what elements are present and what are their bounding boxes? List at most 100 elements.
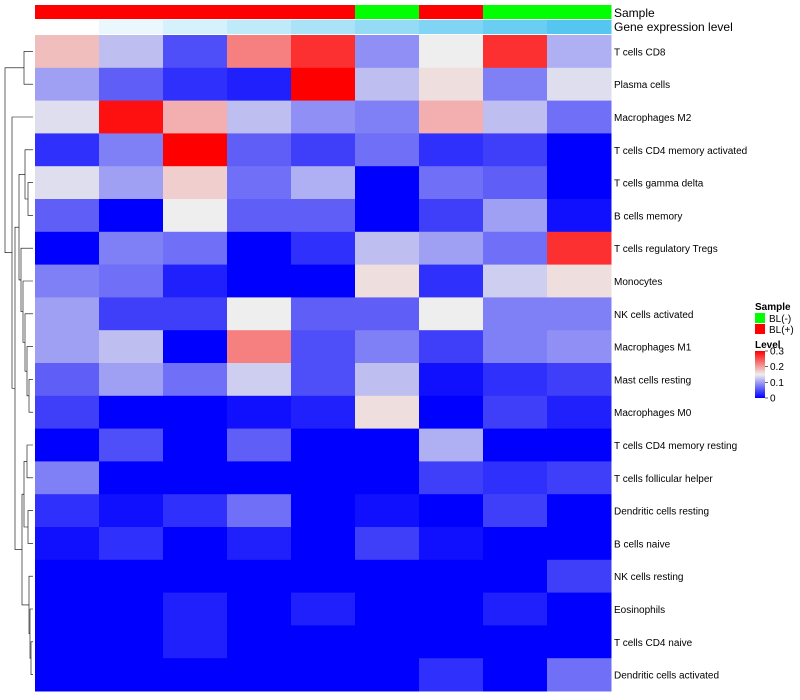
row-label: T cells CD4 naive [614, 638, 693, 649]
heatmap-cell [291, 35, 356, 69]
heatmap-cell [163, 166, 228, 200]
legend-level-colorbar [755, 351, 765, 398]
heatmap-cell [227, 658, 292, 692]
heatmap-cell [355, 297, 420, 331]
heatmap-cell [355, 395, 420, 430]
heatmap-cell [355, 330, 420, 364]
heatmap-cell [163, 592, 228, 626]
heatmap-cell [35, 231, 100, 266]
heatmap-cell [163, 297, 228, 331]
heatmap-cell [227, 559, 292, 594]
heatmap-cell [547, 67, 612, 102]
heatmap-cell [35, 100, 100, 134]
heatmap-cell [547, 330, 612, 364]
heatmap-cell [99, 166, 164, 200]
heatmap-cell [419, 625, 484, 659]
heatmap-cell [483, 592, 548, 626]
dendrogram-branch [23, 461, 28, 528]
legend-swatch-bl-pos [755, 324, 765, 334]
sample-annotation-cell [419, 5, 484, 19]
heatmap-cell [547, 625, 612, 659]
sample-annotation-cell [99, 5, 164, 19]
heatmap-cell [99, 35, 164, 69]
heatmap-cell [163, 395, 228, 430]
gene-expression-annotation-cell [291, 20, 356, 34]
heatmap-cell [483, 527, 548, 561]
heatmap-cell [291, 67, 356, 102]
dendrogram-branch [22, 280, 33, 343]
heatmap-cell [99, 231, 164, 266]
heatmap-cell [355, 100, 420, 134]
gene-expression-annotation-cell [35, 20, 100, 34]
heatmap-cell [99, 461, 164, 495]
row-label: T cells CD4 memory resting [614, 441, 737, 452]
heatmap-cell [227, 527, 292, 561]
dendrogram-branch [29, 608, 33, 659]
heatmap-cell [547, 461, 612, 495]
gene-expression-annotation-cell [99, 20, 164, 34]
heatmap-cell [483, 363, 548, 397]
heatmap-cell [227, 461, 292, 495]
heatmap-cells [35, 35, 612, 692]
dendrogram-branch [27, 510, 33, 544]
heatmap-cell [99, 658, 164, 692]
heatmap-cell [355, 35, 420, 69]
dendrogram-branch [18, 174, 25, 281]
heatmap-cell [355, 559, 420, 594]
heatmap-cell [355, 428, 420, 462]
heatmap-cell [483, 428, 548, 462]
heatmap-cell [291, 363, 356, 397]
dendrogram-branch [27, 182, 33, 216]
heatmap-cell [355, 592, 420, 626]
heatmap-cell [483, 199, 548, 233]
heatmap-cell [99, 199, 164, 233]
gene-expression-annotation-cell [227, 20, 292, 34]
heatmap-cell [547, 297, 612, 331]
dendrogram-branch [24, 313, 33, 372]
heatmap-cell [483, 35, 548, 69]
heatmap-cell [547, 35, 612, 69]
heatmap-cell [355, 527, 420, 561]
heatmap-cell [35, 330, 100, 364]
heatmap-cell [483, 559, 548, 594]
legend-label-bl-pos: BL(+) [769, 325, 794, 336]
gene-expression-annotation-label: Gene expression level [614, 20, 733, 34]
heatmap-cell [99, 133, 164, 167]
heatmap-cell [419, 330, 484, 364]
heatmap-cell [419, 494, 484, 528]
column-annotations [35, 5, 612, 34]
gene-expression-annotation-cell [483, 20, 548, 34]
heatmap-cell [163, 330, 228, 364]
heatmap-cell [419, 231, 484, 266]
dendrogram-branch [4, 67, 24, 253]
heatmap-cell [291, 395, 356, 430]
heatmap-cell [35, 395, 100, 430]
gene-expression-annotation-cell [547, 20, 612, 34]
sample-annotation-cell [227, 5, 292, 19]
heatmap-cell [227, 428, 292, 462]
heatmap-cell [547, 100, 612, 134]
row-label: NK cells activated [614, 310, 693, 321]
heatmap-cell [227, 297, 292, 331]
heatmap-cell [355, 625, 420, 659]
heatmap-cell [291, 461, 356, 495]
heatmap-cell [355, 264, 420, 298]
heatmap-cell [227, 35, 292, 69]
heatmap-cell [547, 592, 612, 626]
heatmap-cell [35, 592, 100, 626]
heatmap-cell [355, 658, 420, 692]
heatmap-cell [163, 625, 228, 659]
heatmap-cell [35, 166, 100, 200]
heatmap-cell [419, 264, 484, 298]
heatmap-cell [99, 527, 164, 561]
heatmap-cell [35, 363, 100, 397]
heatmap-cell [355, 166, 420, 200]
heatmap-cell [419, 592, 484, 626]
heatmap-cell [291, 133, 356, 167]
heatmap-cell [291, 625, 356, 659]
heatmap-cell [35, 527, 100, 561]
heatmap-cell [163, 363, 228, 397]
dendrogram-branch [26, 346, 33, 397]
heatmap-cell [163, 133, 228, 167]
